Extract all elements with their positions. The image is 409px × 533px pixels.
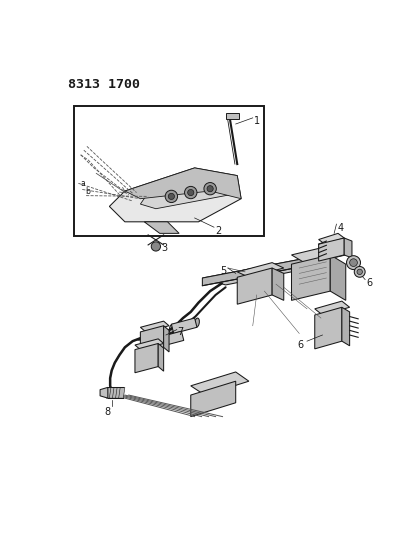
Polygon shape	[100, 387, 108, 398]
Polygon shape	[190, 381, 235, 417]
Text: 8: 8	[105, 407, 110, 417]
Polygon shape	[237, 268, 272, 304]
Polygon shape	[314, 301, 349, 315]
Polygon shape	[190, 372, 248, 395]
Text: 5: 5	[220, 265, 226, 276]
Polygon shape	[144, 222, 179, 233]
Polygon shape	[109, 168, 240, 222]
Polygon shape	[237, 263, 283, 277]
Circle shape	[165, 190, 177, 203]
Polygon shape	[158, 343, 163, 371]
Polygon shape	[341, 308, 349, 346]
Polygon shape	[344, 238, 351, 258]
Polygon shape	[115, 387, 121, 398]
Circle shape	[168, 193, 174, 199]
Text: 7: 7	[177, 327, 183, 337]
Polygon shape	[314, 308, 341, 349]
Text: 6: 6	[365, 278, 371, 288]
Polygon shape	[135, 343, 158, 373]
Polygon shape	[202, 258, 329, 285]
Text: b: b	[85, 187, 90, 196]
Circle shape	[349, 259, 357, 266]
Circle shape	[207, 185, 213, 192]
Polygon shape	[140, 321, 169, 332]
Text: 1: 1	[253, 116, 259, 126]
Polygon shape	[291, 246, 345, 264]
Polygon shape	[125, 168, 240, 199]
Polygon shape	[171, 318, 196, 334]
Polygon shape	[112, 387, 118, 398]
Circle shape	[356, 269, 362, 274]
Ellipse shape	[169, 324, 174, 334]
Polygon shape	[291, 255, 329, 301]
Text: 8313 1700: 8313 1700	[68, 78, 140, 91]
Polygon shape	[109, 387, 115, 398]
Circle shape	[187, 189, 193, 196]
Polygon shape	[329, 255, 345, 301]
Circle shape	[151, 242, 160, 251]
Circle shape	[184, 187, 196, 199]
Polygon shape	[318, 238, 344, 261]
Polygon shape	[106, 387, 112, 398]
Text: a: a	[81, 180, 85, 189]
Circle shape	[353, 266, 364, 277]
Polygon shape	[202, 258, 306, 286]
Text: 3: 3	[161, 244, 167, 253]
Polygon shape	[135, 339, 163, 350]
Bar	[226, 113, 238, 119]
Polygon shape	[140, 326, 163, 353]
Polygon shape	[272, 268, 283, 301]
Ellipse shape	[194, 318, 199, 327]
Circle shape	[203, 182, 216, 195]
Text: 2: 2	[214, 225, 220, 236]
Text: 4: 4	[336, 223, 342, 232]
Polygon shape	[158, 331, 183, 346]
Polygon shape	[140, 175, 229, 209]
Circle shape	[346, 256, 360, 270]
Polygon shape	[163, 326, 169, 352]
Bar	[74, 106, 264, 236]
Polygon shape	[318, 233, 344, 244]
Text: 6: 6	[297, 340, 303, 350]
Polygon shape	[118, 387, 125, 398]
